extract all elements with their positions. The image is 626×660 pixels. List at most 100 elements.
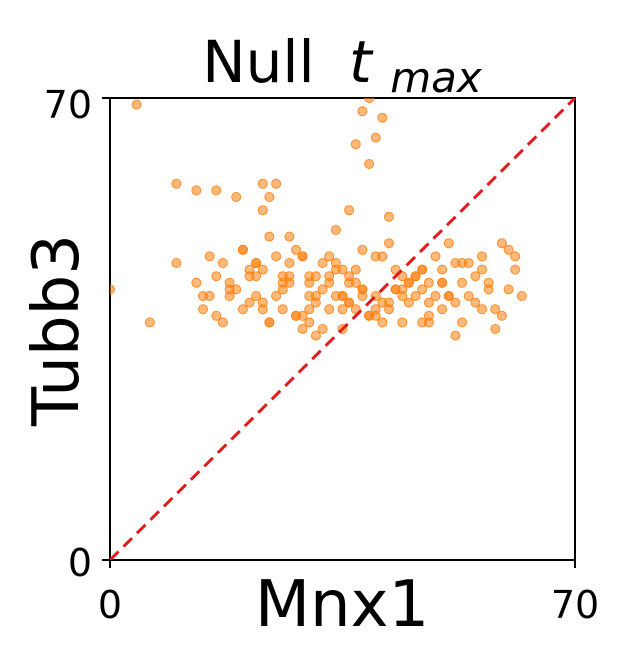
chart-title-subscript: max — [390, 53, 483, 102]
data-point — [470, 271, 481, 282]
x-tick-label-min: 0 — [98, 583, 122, 627]
data-point — [224, 284, 235, 295]
data-point — [384, 297, 394, 308]
y-tick-label-min: 0 — [68, 541, 92, 585]
data-point — [430, 291, 441, 301]
data-point — [271, 251, 282, 262]
data-point — [324, 304, 335, 315]
data-point — [317, 324, 328, 334]
data-point — [310, 330, 321, 341]
data-point — [384, 238, 394, 249]
data-point — [251, 271, 262, 282]
data-point — [297, 310, 308, 321]
data-point — [211, 310, 222, 321]
data-point — [237, 304, 248, 315]
data-point — [364, 159, 375, 169]
data-point — [423, 277, 434, 288]
data-point — [271, 291, 282, 301]
data-point — [330, 264, 341, 275]
data-point — [217, 317, 228, 328]
data-point — [397, 317, 408, 328]
data-point — [516, 291, 527, 301]
data-point — [244, 264, 255, 275]
data-point — [430, 251, 441, 262]
data-point — [304, 304, 315, 315]
data-point — [357, 106, 368, 117]
data-point — [437, 277, 448, 288]
data-point — [231, 192, 242, 202]
scatter-points — [110, 98, 527, 341]
data-point — [457, 317, 468, 328]
data-point — [211, 271, 222, 282]
data-point — [310, 297, 321, 308]
data-point — [350, 264, 361, 275]
data-point — [463, 258, 474, 268]
chart-title: Null t max — [202, 28, 483, 102]
data-point — [251, 258, 262, 268]
data-point — [457, 277, 468, 288]
data-point — [131, 99, 142, 110]
data-point — [490, 324, 501, 334]
data-point — [477, 251, 487, 262]
data-point — [284, 258, 295, 268]
data-point — [477, 304, 487, 315]
data-point — [510, 251, 521, 262]
data-point — [490, 304, 501, 315]
data-point — [330, 225, 341, 235]
identity-line — [110, 98, 575, 560]
data-point — [171, 258, 182, 268]
data-point — [377, 251, 388, 262]
data-point — [470, 297, 481, 308]
data-point — [297, 251, 308, 262]
data-point — [403, 277, 414, 288]
data-point — [304, 277, 315, 288]
data-point — [211, 185, 222, 196]
data-point — [237, 244, 248, 255]
data-point — [317, 258, 328, 268]
y-axis-label: Tubb3 — [20, 234, 94, 427]
data-point — [291, 244, 301, 255]
data-point — [350, 139, 361, 150]
data-point — [271, 178, 282, 189]
data-point — [423, 297, 434, 308]
data-point — [496, 310, 507, 321]
data-point — [510, 264, 521, 275]
data-point — [304, 291, 315, 301]
data-point — [304, 317, 315, 328]
data-point — [437, 304, 448, 315]
data-point — [204, 251, 215, 262]
data-point — [450, 330, 461, 341]
data-point — [344, 277, 355, 288]
data-point — [198, 304, 208, 315]
data-point — [370, 304, 381, 315]
x-tick-label-max: 70 — [551, 583, 599, 627]
data-point — [204, 291, 215, 301]
data-point — [324, 251, 335, 262]
data-point — [477, 264, 487, 275]
data-point — [483, 284, 494, 295]
data-point — [437, 264, 448, 275]
data-point — [257, 205, 268, 216]
data-point — [264, 317, 275, 328]
data-point — [344, 297, 355, 308]
data-point — [144, 317, 155, 328]
data-point — [417, 284, 428, 295]
data-point — [257, 264, 268, 275]
data-point — [423, 317, 434, 328]
data-point — [364, 98, 375, 103]
data-point — [257, 178, 268, 189]
data-point — [384, 211, 394, 222]
data-point — [364, 310, 375, 321]
data-point — [277, 304, 288, 315]
data-point — [251, 291, 262, 301]
data-point — [503, 244, 514, 255]
data-point — [110, 284, 115, 295]
data-point — [377, 317, 388, 328]
data-point — [357, 284, 368, 295]
data-point — [324, 277, 335, 288]
data-point — [370, 132, 381, 143]
data-point — [337, 291, 348, 301]
data-point — [317, 284, 328, 295]
data-point — [171, 178, 182, 189]
